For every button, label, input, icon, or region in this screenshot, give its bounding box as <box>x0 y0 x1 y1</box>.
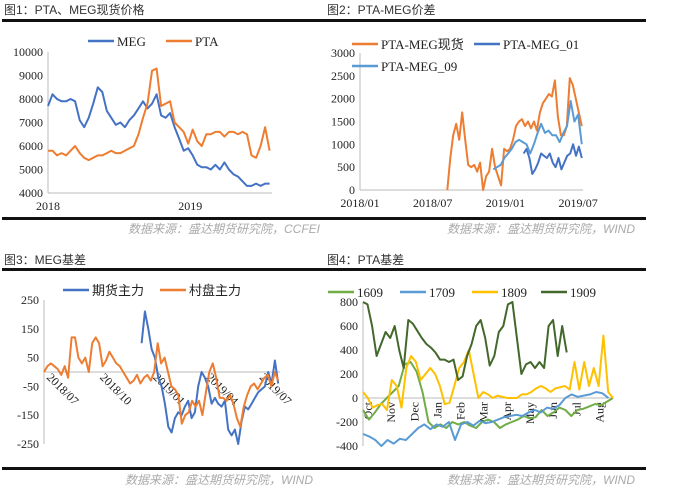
y-tick-label: 8000 <box>19 92 43 106</box>
y-tick-label: 1000 <box>331 137 355 151</box>
series-line-1909 <box>362 301 568 381</box>
divider <box>320 268 646 271</box>
y-tick-label: 1500 <box>331 115 355 129</box>
divider <box>2 268 332 271</box>
y-tick-label: 3000 <box>331 46 355 60</box>
x-tick-label: 2019/07 <box>558 196 597 210</box>
x-tick-label: Jan <box>430 402 444 418</box>
x-tick-label: 2018/10 <box>97 370 135 408</box>
y-tick-label: 150 <box>21 322 39 336</box>
divider <box>2 19 332 22</box>
chart1-title: 图1：PTA、MEG现货价格 <box>4 3 145 17</box>
divider <box>320 217 646 220</box>
chart4-source: 数据来源：盛达期货研究院，WIND <box>447 473 635 487</box>
x-tick-label: 2018/07 <box>44 370 82 408</box>
x-tick-label: Mar <box>477 402 491 422</box>
y-tick-label: -150 <box>17 408 39 422</box>
y-tick-label: 200 <box>340 367 358 381</box>
y-tick-label: -200 <box>336 415 358 429</box>
legend-label: PTA-MEG现货 <box>381 37 464 52</box>
x-tick-label: Dec <box>407 402 421 421</box>
y-tick-label: 6000 <box>19 139 43 153</box>
divider <box>320 467 646 470</box>
y-tick-label: 0 <box>349 183 355 197</box>
legend-label: 1809 <box>501 285 527 300</box>
x-tick-label: 2018/07 <box>413 196 452 210</box>
y-tick-label: 2500 <box>331 69 355 83</box>
y-tick-label: 9000 <box>19 69 43 83</box>
y-tick-label: 600 <box>340 319 358 333</box>
legend-label: PTA <box>195 34 219 49</box>
series-line-1809 <box>362 334 614 411</box>
legend-label: PTA-MEG_01 <box>503 37 579 52</box>
legend-label: 1609 <box>357 285 383 300</box>
legend-label: 1709 <box>429 285 455 300</box>
y-tick-label: 800 <box>340 295 358 309</box>
chart2-source: 数据来源：盛达期货研究院，WIND <box>447 222 635 236</box>
y-tick-label: 400 <box>340 343 358 357</box>
y-tick-label: -250 <box>17 437 39 451</box>
y-tick-label: 0 <box>352 391 358 405</box>
y-tick-label: 5000 <box>19 163 43 177</box>
x-tick-label: Nov <box>384 402 398 423</box>
y-tick-label: 7000 <box>19 116 43 130</box>
y-tick-label: 250 <box>21 293 39 307</box>
series-line-村盘主力 <box>43 336 280 428</box>
y-tick-label: 2000 <box>331 92 355 106</box>
series-line-PTA-MEG现货 <box>446 77 583 191</box>
x-tick-label: Jul <box>569 401 583 416</box>
chart3-source: 数据来源：盛达期货研究院，WIND <box>125 473 313 487</box>
legend-label: PTA-MEG_09 <box>381 59 457 74</box>
chart4-title: 图4：PTA基差 <box>327 253 405 267</box>
series-line-期货主力 <box>140 310 280 445</box>
divider <box>2 217 332 220</box>
series-line-PTA-MEG_01 <box>522 143 583 175</box>
x-tick-label: 2018/01 <box>340 196 379 210</box>
divider <box>320 19 646 22</box>
series-line-MEG <box>47 86 270 187</box>
y-tick-label: -400 <box>336 439 358 453</box>
x-tick-label: 2018 <box>36 199 60 213</box>
x-tick-label: 2019 <box>178 199 202 213</box>
divider <box>2 467 332 470</box>
series-line-PTA-MEG_09 <box>492 100 583 171</box>
legend-label: 村盘主力 <box>189 283 241 298</box>
y-tick-label: 50 <box>27 351 39 365</box>
chart3-title: 图3：MEG基差 <box>4 253 87 267</box>
y-tick-label: 4000 <box>19 186 43 200</box>
legend-label: 1909 <box>570 285 596 300</box>
legend-label: MEG <box>117 34 146 49</box>
x-tick-label: May <box>523 402 537 424</box>
series-line-PTA <box>48 67 271 162</box>
y-tick-label: 10000 <box>13 45 43 59</box>
y-tick-label: -50 <box>23 379 39 393</box>
series-line-1709 <box>362 391 610 447</box>
chart1-source: 数据来源：盛达期货研究院，CCFEI <box>128 222 321 236</box>
y-tick-label: 500 <box>337 160 355 174</box>
x-tick-label: Feb <box>454 402 468 420</box>
legend-label: 期货主力 <box>92 283 144 298</box>
x-tick-label: 2019/01 <box>486 196 525 210</box>
x-tick-label: Aug <box>592 402 606 423</box>
chart2-title: 图2：PTA-MEG价差 <box>327 3 436 17</box>
